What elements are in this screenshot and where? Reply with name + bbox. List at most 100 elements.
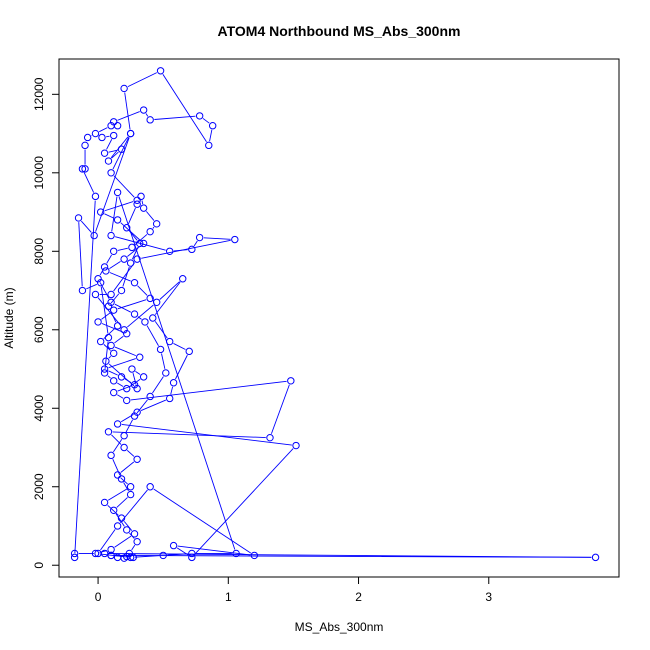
- data-point: [128, 243, 136, 252]
- series-layer: [70, 67, 600, 562]
- data-point: [102, 267, 110, 275]
- y-tick-label: 2000: [32, 473, 46, 500]
- series-segment: [112, 137, 130, 170]
- series-segment: [154, 321, 168, 339]
- data-point: [120, 443, 128, 452]
- x-tick-label: 0: [95, 590, 102, 604]
- data-point: [169, 379, 178, 387]
- data-point: [100, 549, 109, 558]
- series-segment: [113, 438, 123, 453]
- data-point: [126, 490, 135, 499]
- series-segment: [108, 363, 135, 387]
- data-point: [74, 214, 83, 222]
- data-point: [188, 553, 196, 562]
- data-point: [165, 394, 174, 403]
- y-tick-label: 0: [32, 562, 46, 569]
- data-point: [104, 428, 113, 436]
- series-segment: [109, 272, 131, 282]
- series-segment: [99, 282, 110, 299]
- data-point: [130, 412, 139, 420]
- data-point: [100, 263, 109, 271]
- data-point: [130, 381, 139, 389]
- data-point: [156, 67, 165, 75]
- data-point: [107, 298, 115, 307]
- data-point: [96, 278, 105, 287]
- data-point: [98, 133, 106, 142]
- data-point: [137, 192, 145, 201]
- series-segment: [111, 196, 118, 232]
- y-axis: 0 2000 4000 6000 8000 10000 12000: [32, 77, 60, 569]
- data-point: [117, 514, 126, 522]
- series-segment: [95, 137, 130, 232]
- data-point: [91, 549, 100, 558]
- series-segment: [137, 285, 148, 296]
- data-point: [133, 255, 141, 263]
- series-segment: [177, 545, 251, 556]
- series-segment: [107, 488, 128, 501]
- data-point: [120, 84, 128, 93]
- series-segment: [126, 449, 135, 457]
- x-tick-label: 2: [355, 590, 362, 604]
- data-point: [126, 259, 135, 267]
- series-segment: [106, 139, 113, 150]
- data-point: [78, 286, 87, 295]
- data-point: [123, 526, 131, 534]
- data-point: [136, 353, 144, 361]
- data-point: [159, 551, 167, 560]
- series-segment: [194, 448, 294, 555]
- series-segment: [100, 529, 116, 551]
- data-point: [120, 326, 128, 334]
- data-point: [91, 192, 100, 201]
- series-segment: [161, 353, 166, 369]
- series-segment: [162, 74, 207, 143]
- data-point: [133, 408, 141, 416]
- data-point: [81, 165, 89, 173]
- data-point: [128, 365, 136, 373]
- series-segment: [100, 286, 109, 334]
- series-segment: [124, 92, 131, 130]
- data-point: [117, 475, 126, 483]
- series-segment: [209, 129, 213, 142]
- data-point: [179, 275, 187, 283]
- data-point: [146, 116, 154, 124]
- series-segment: [137, 316, 142, 320]
- series-segment: [173, 343, 186, 350]
- series-segment: [131, 247, 139, 260]
- series-segment: [123, 521, 133, 531]
- series-segment: [104, 213, 114, 219]
- data-point: [195, 112, 204, 120]
- series-segment: [114, 303, 131, 313]
- data-point: [139, 204, 148, 212]
- data-point: [195, 233, 204, 242]
- plot-frame: [58, 58, 620, 578]
- series-segment: [128, 207, 136, 225]
- x-tick-label: 1: [225, 590, 232, 604]
- x-tick-label: 3: [485, 590, 492, 604]
- data-point: [70, 549, 79, 558]
- data-point: [123, 329, 131, 338]
- data-point: [123, 552, 131, 561]
- data-point: [188, 245, 196, 254]
- series-segment: [152, 226, 155, 229]
- data-point: [113, 188, 122, 197]
- series-segment: [110, 293, 120, 304]
- series-segment: [134, 234, 148, 245]
- data-point: [70, 553, 79, 562]
- y-tick-label: 8000: [32, 238, 46, 265]
- series-segment: [202, 118, 210, 124]
- data-point: [91, 290, 100, 299]
- data-point: [123, 384, 131, 393]
- y-tick-label: 12000: [32, 77, 46, 111]
- series-segment: [117, 247, 128, 251]
- data-point: [109, 506, 118, 514]
- data-point: [139, 106, 148, 114]
- series-segment: [145, 113, 149, 117]
- series-segment: [131, 544, 136, 551]
- data-point: [146, 392, 154, 401]
- data-point: [117, 145, 126, 153]
- data-point: [123, 396, 131, 405]
- y-tick-label: 6000: [32, 316, 46, 343]
- data-point: [287, 377, 295, 385]
- data-point: [100, 149, 109, 157]
- series-segment: [109, 261, 121, 270]
